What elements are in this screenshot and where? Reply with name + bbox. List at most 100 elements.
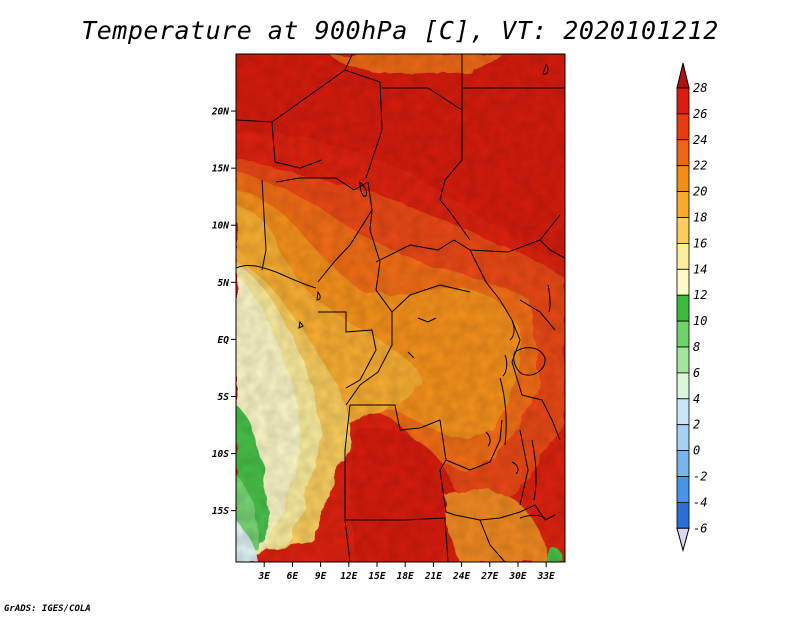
colorbar-segment (676, 191, 690, 218)
border-cameroon-chad (369, 209, 381, 291)
border-zambia-zimbabwe (454, 511, 521, 521)
longitude-axis: 3E 6E 9E 12E 15E 18E 21E 24E 27E 30E 33E (257, 562, 555, 582)
lake-bangweulu (511, 461, 519, 475)
border-malawi (519, 429, 529, 506)
border-niger-chad (344, 69, 383, 179)
border-car-sudan (453, 239, 501, 301)
border-libya-sudan (382, 87, 463, 111)
lat-tick-label: EQ (218, 335, 230, 346)
border-botswana-zimbabwe (479, 519, 506, 562)
lake-volta (316, 290, 321, 301)
lake-kariba (519, 514, 546, 519)
colorbar-segment (676, 217, 690, 244)
colorbar-level-label: 6 (693, 366, 700, 380)
colorbar-segment (676, 320, 690, 348)
colorbar-segment (676, 398, 690, 426)
lon-tick-label: 30E (508, 571, 526, 582)
colorbar-segment (676, 450, 690, 477)
border-angola-namibia (345, 517, 446, 521)
lon-tick-label: 27E (480, 571, 498, 582)
colorbar-bottom-arrow (676, 527, 690, 553)
lake-mai-ndombe (417, 317, 437, 323)
lat-tick-label: 10S (212, 449, 229, 460)
lake-kivu (502, 354, 508, 377)
lake-tanganyika (499, 377, 507, 446)
temperature-field (236, 54, 565, 562)
colorbar-level-label: 14 (693, 262, 707, 276)
colorbar-level-label: 24 (693, 133, 707, 147)
lat-tick-label: 5S (218, 392, 230, 403)
latitude-axis: 20N 15N 10N 5N EQ 5S 10S 15S (211, 107, 236, 517)
colorbar-level-label: 2 (693, 418, 700, 432)
border-niger-algeria (271, 69, 346, 123)
colorbar-segment (676, 113, 690, 141)
lon-tick-label: 3E (257, 571, 270, 582)
colorbar-segment (676, 476, 690, 503)
colorbar-segment (676, 87, 690, 115)
colorbar-level-label: 26 (693, 107, 707, 121)
border-angola-west (344, 404, 351, 562)
border-mozambique (519, 504, 556, 521)
lon-tick-label: 12E (340, 571, 357, 582)
colorbar-level-label: 18 (693, 211, 707, 225)
border-ethiopia (539, 214, 561, 241)
country-borders (236, 54, 565, 562)
lon-tick-label: 6E (287, 571, 299, 582)
colorbar-level-label: -4 (693, 495, 707, 509)
colorbar-level-label: 10 (693, 314, 707, 328)
colorbar-segment (676, 372, 690, 400)
border-nigeria-north (275, 177, 369, 191)
colorbar-level-label: 28 (693, 81, 707, 95)
colorbar-segment (676, 424, 690, 452)
border-namibia-botswana (444, 517, 449, 562)
grads-credit: GrADS: IGES/COLA (4, 604, 91, 614)
border-tanzania (511, 361, 561, 441)
border-car-south (375, 284, 471, 313)
lakes (298, 64, 551, 519)
border-gabon-congo (318, 311, 377, 389)
border-benin-nigeria (261, 179, 267, 271)
border-chad-car (375, 239, 455, 263)
border-mali-niger (236, 119, 323, 169)
colorbar-segment (676, 242, 690, 270)
colorbar-level-label: 12 (693, 288, 707, 302)
colorbar-level-label: 4 (693, 392, 700, 406)
colorbar-segment (676, 294, 690, 322)
lake-albert (509, 319, 515, 341)
colorbar-level-label: -2 (693, 470, 707, 484)
map-frame (235, 53, 566, 563)
field-texture (236, 54, 565, 562)
border-angola-zambia (439, 469, 456, 516)
lon-tick-label: 18E (397, 571, 414, 582)
chart-title: Temperature at 900hPa [C], VT: 202010121… (81, 16, 719, 45)
lake-chad (359, 180, 367, 197)
colorbar-level-label: 8 (693, 340, 700, 354)
colorbar-level-label: 16 (693, 236, 707, 250)
border-congo-drc (345, 312, 393, 406)
coastline-west-africa (236, 265, 317, 289)
lon-tick-label: 9E (315, 571, 327, 582)
border-kenya-uganda (519, 299, 556, 331)
colorbar-level-label: 22 (693, 159, 707, 173)
colorbar-segment (676, 501, 690, 529)
colorbar-level-label: 0 (693, 444, 700, 458)
bioko-island (298, 320, 304, 329)
lake-tumba (407, 351, 415, 359)
border-zambia-drc (445, 419, 503, 471)
lat-tick-label: 15S (212, 506, 229, 517)
border-algeria-libya (344, 54, 353, 71)
lake-turkana (547, 284, 551, 313)
colorbar-segment (676, 139, 690, 167)
lake-victoria (513, 347, 546, 376)
lake-tana (542, 64, 549, 75)
lake-mweru (485, 431, 491, 447)
border-nigeria-cameroon (317, 181, 373, 283)
colorbar-top-arrow (676, 62, 690, 89)
lat-tick-label: 15N (212, 164, 229, 175)
lon-tick-label: 24E (452, 571, 470, 582)
lat-tick-label: 5N (218, 278, 230, 289)
border-chad-sudan (439, 110, 471, 241)
lake-malawi (531, 439, 537, 501)
